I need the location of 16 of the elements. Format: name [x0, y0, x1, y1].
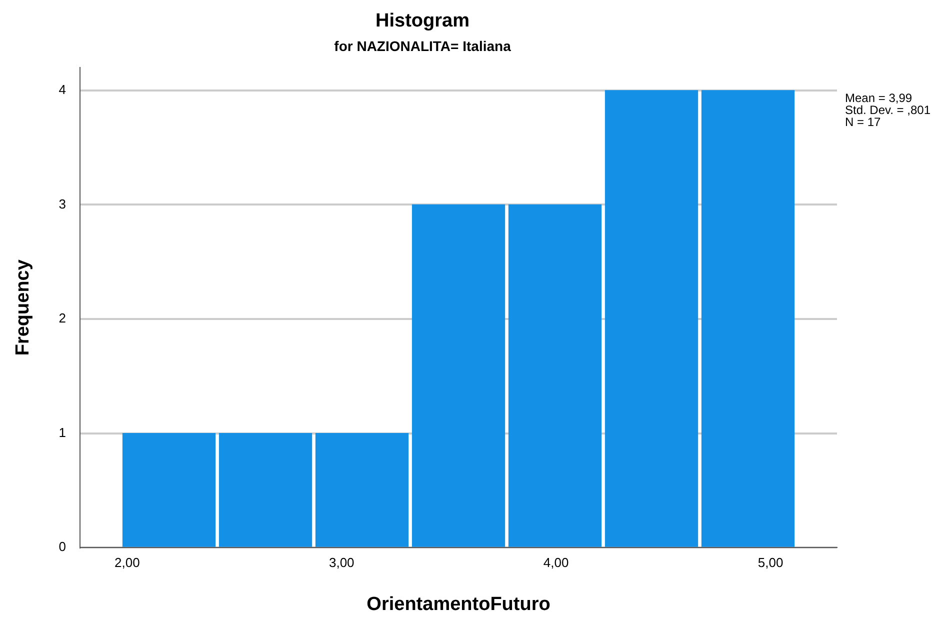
x-tick-label: 4,00: [543, 554, 569, 570]
x-tick-label: 5,00: [758, 554, 784, 570]
x-tick-label: 3,00: [328, 554, 354, 570]
y-axis-title: Frequency: [12, 259, 34, 356]
y-tick-label: 1: [58, 424, 66, 440]
text: N = 17: [845, 114, 882, 129]
x-tick-label: 2,00: [114, 554, 140, 570]
y-tick-label: 3: [58, 196, 66, 212]
text: Std. Dev. = ,801: [845, 102, 931, 117]
y-tick-label: 4: [58, 82, 66, 98]
y-tick-label: 2: [58, 310, 66, 326]
chart-title: Histogram: [376, 10, 470, 32]
chart-subtitle: for NAZIONALITA= Italiana: [334, 38, 512, 54]
x-axis-title: OrientamentoFuturo: [366, 594, 550, 615]
y-tick-label: 0: [58, 539, 66, 554]
text: Mean = 3,99: [845, 90, 912, 105]
